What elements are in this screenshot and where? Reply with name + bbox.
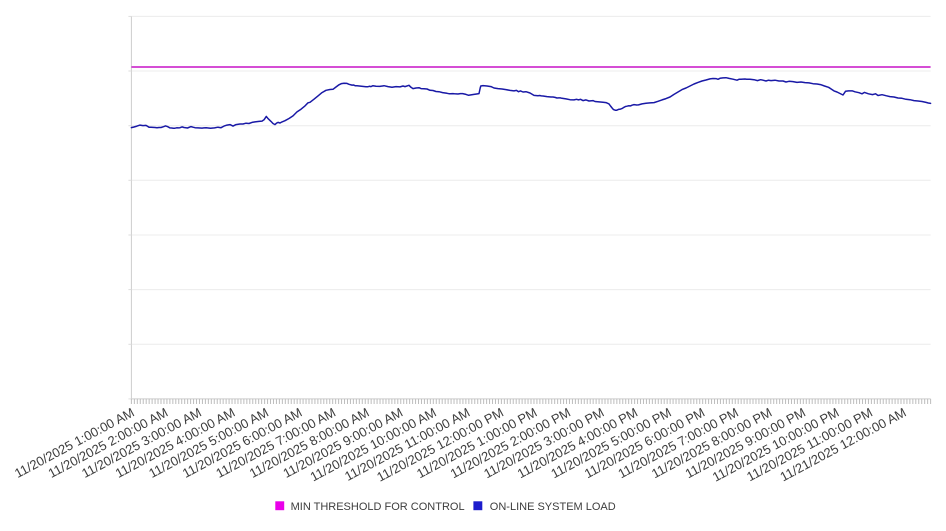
svg-text:ON-LINE SYSTEM LOAD: ON-LINE SYSTEM LOAD [490,501,616,513]
svg-text:MIN THRESHOLD FOR CONTROL: MIN THRESHOLD FOR CONTROL [291,501,465,513]
